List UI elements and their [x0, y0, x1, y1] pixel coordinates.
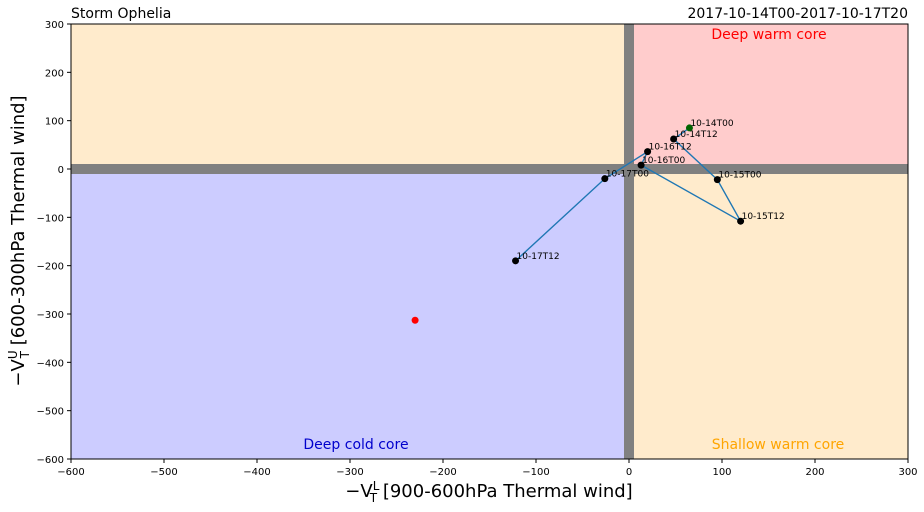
deep-warm-core-label: Deep warm core: [711, 27, 826, 43]
x-tick-label: −500: [150, 467, 177, 478]
track-point: [670, 135, 678, 143]
y-tick-label: −100: [37, 213, 64, 224]
y-tick-label: 200: [45, 68, 64, 79]
track-point-label: 10-15T00: [718, 171, 761, 181]
x-tick-label: −600: [57, 467, 84, 478]
track-point: [601, 175, 609, 183]
chart-title-left: Storm Ophelia: [71, 6, 171, 22]
track-point-label: 10-14T00: [690, 119, 733, 129]
deep-cold-core-region: [71, 169, 629, 459]
y-axis-ticks: −600 −500 −400 −300 −200 −100 0 100 200 300: [37, 20, 71, 466]
track-point: [685, 124, 693, 132]
x-tick-label: −100: [522, 467, 549, 478]
x-tick-label: 200: [805, 467, 824, 478]
deep-cold-core-label: Deep cold core: [303, 437, 408, 453]
y-tick-label: 100: [45, 117, 64, 128]
reference-point: [411, 316, 419, 324]
x-tick-label: 300: [898, 467, 917, 478]
deep-warm-core-region: [629, 24, 908, 169]
x-axis-label: −VL T [900-600hPa Thermal wind]: [345, 479, 632, 505]
y-axis-label: −VUT [600-300hPa Thermal wind]: [6, 95, 32, 386]
storm-track-line: [515, 127, 743, 262]
track-point-label: 10-14T12: [675, 130, 718, 140]
track-point: [713, 176, 721, 184]
x-tick-label: −300: [336, 467, 363, 478]
y-tick-label: −300: [37, 310, 64, 321]
chart-title-right: 2017-10-14T00-2017-10-17T20: [687, 6, 908, 22]
x-axis-ticks: −600 −500 −400 −300 −200 −100 0 100 200 300: [57, 459, 918, 478]
zero-band-horizontal: [71, 164, 908, 174]
y-tick-label: −500: [37, 407, 64, 418]
y-tick-label: −400: [37, 358, 64, 369]
track-point: [737, 217, 745, 225]
x-tick-label: −400: [243, 467, 270, 478]
y-tick-label: −600: [37, 455, 64, 466]
zero-band-vertical: [624, 24, 634, 459]
track-point: [644, 148, 652, 156]
track-point-label: 10-16T00: [642, 156, 685, 166]
track-point: [512, 257, 520, 265]
x-tick-label: 100: [712, 467, 731, 478]
y-tick-label: 300: [45, 20, 64, 31]
x-tick-label: 0: [626, 467, 632, 478]
track-point-label: 10-15T12: [742, 212, 785, 222]
track-point-label: 10-17T12: [517, 252, 560, 262]
x-tick-label: −200: [429, 467, 456, 478]
track-layer: [515, 127, 743, 262]
shallow-warm-core-region: [629, 169, 908, 459]
track-point: [637, 161, 645, 169]
y-tick-label: −200: [37, 262, 64, 273]
y-tick-label: 0: [58, 165, 64, 176]
upper-left-region: [71, 24, 629, 169]
shallow-warm-core-label: Shallow warm core: [712, 437, 845, 453]
track-point-label: 10-17T00: [606, 170, 649, 180]
plot-frame: [70, 23, 909, 460]
track-point-label: 10-16T12: [649, 143, 692, 153]
